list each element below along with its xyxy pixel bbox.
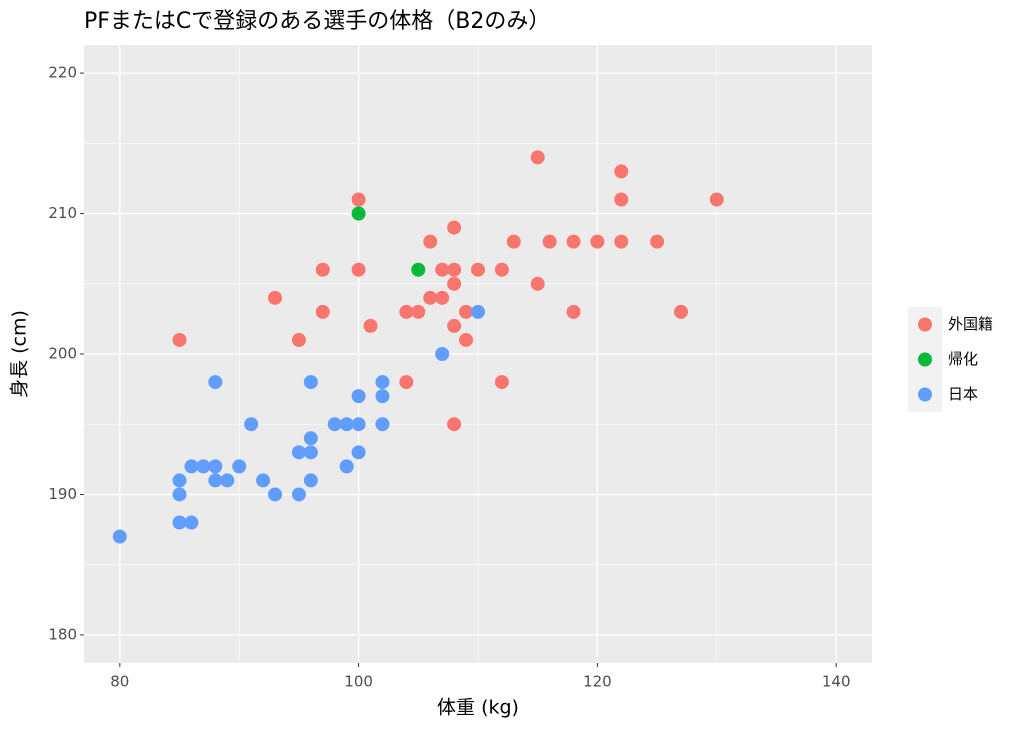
point (375, 375, 390, 390)
point (459, 304, 474, 319)
point (172, 473, 187, 488)
point (196, 459, 211, 474)
point (244, 417, 259, 432)
point (363, 318, 378, 333)
point (494, 375, 509, 390)
y-axis-label: 身長 (cm) (9, 310, 31, 398)
point (471, 304, 485, 319)
point (268, 487, 283, 502)
point (172, 487, 187, 502)
point (315, 262, 330, 277)
point (650, 234, 665, 249)
chart-title: PFまたはCで登録のある選手の体格（B2のみ） (84, 9, 550, 34)
y-tick-label: 190 (48, 485, 77, 503)
point (411, 262, 426, 277)
point (614, 234, 629, 249)
legend-label: 日本 (948, 385, 978, 403)
point (423, 234, 438, 249)
x-tick-label: 80 (110, 673, 129, 691)
point (423, 290, 438, 305)
point (447, 262, 462, 277)
point (566, 304, 581, 319)
point (566, 234, 581, 249)
point (411, 304, 426, 319)
y-tick-label: 210 (48, 204, 77, 222)
point (327, 417, 342, 432)
point (303, 431, 318, 446)
point (447, 276, 462, 291)
point (530, 276, 545, 291)
point (112, 529, 127, 544)
point (542, 234, 557, 249)
y-tick-label: 180 (48, 625, 77, 643)
point (673, 304, 688, 319)
point (447, 318, 462, 333)
point (220, 473, 235, 488)
point (375, 417, 390, 432)
point (471, 262, 485, 277)
point (184, 459, 199, 474)
point (351, 262, 366, 277)
point (614, 192, 629, 207)
point (614, 164, 629, 179)
point (291, 445, 306, 460)
point (447, 417, 462, 432)
point (399, 304, 414, 319)
point (339, 459, 354, 474)
x-tick-label: 120 (583, 673, 612, 691)
point (315, 304, 330, 319)
legend-label: 外国籍 (948, 315, 993, 333)
point (447, 220, 462, 235)
legend-marker (918, 387, 932, 402)
legend-marker (918, 317, 932, 332)
point (291, 487, 306, 502)
point (268, 290, 283, 305)
point (435, 290, 450, 305)
point (351, 417, 366, 432)
x-tick-label: 140 (822, 673, 851, 691)
point (172, 332, 187, 347)
point (494, 262, 509, 277)
point (375, 389, 390, 404)
point (303, 375, 318, 390)
legend-marker (918, 352, 932, 367)
point (709, 192, 724, 207)
point (506, 234, 521, 249)
point (435, 262, 450, 277)
point (351, 206, 366, 221)
y-tick-label: 200 (48, 345, 77, 363)
point (530, 150, 545, 165)
point (303, 473, 318, 488)
point (459, 332, 474, 347)
point (351, 445, 366, 460)
point (303, 445, 318, 460)
point (291, 332, 306, 347)
point (339, 417, 354, 432)
point (232, 459, 247, 474)
y-tick-label: 220 (48, 64, 77, 82)
x-axis-label: 体重 (kg) (437, 697, 519, 719)
point (351, 192, 366, 207)
legend-label: 帰化 (948, 350, 978, 368)
point (208, 473, 223, 488)
point (351, 389, 366, 404)
point (208, 459, 223, 474)
point (399, 375, 414, 390)
point (172, 515, 187, 530)
point (590, 234, 605, 249)
point (256, 473, 271, 488)
point (208, 375, 223, 390)
x-tick-label: 100 (344, 673, 373, 691)
point (435, 347, 450, 361)
point (184, 515, 199, 530)
